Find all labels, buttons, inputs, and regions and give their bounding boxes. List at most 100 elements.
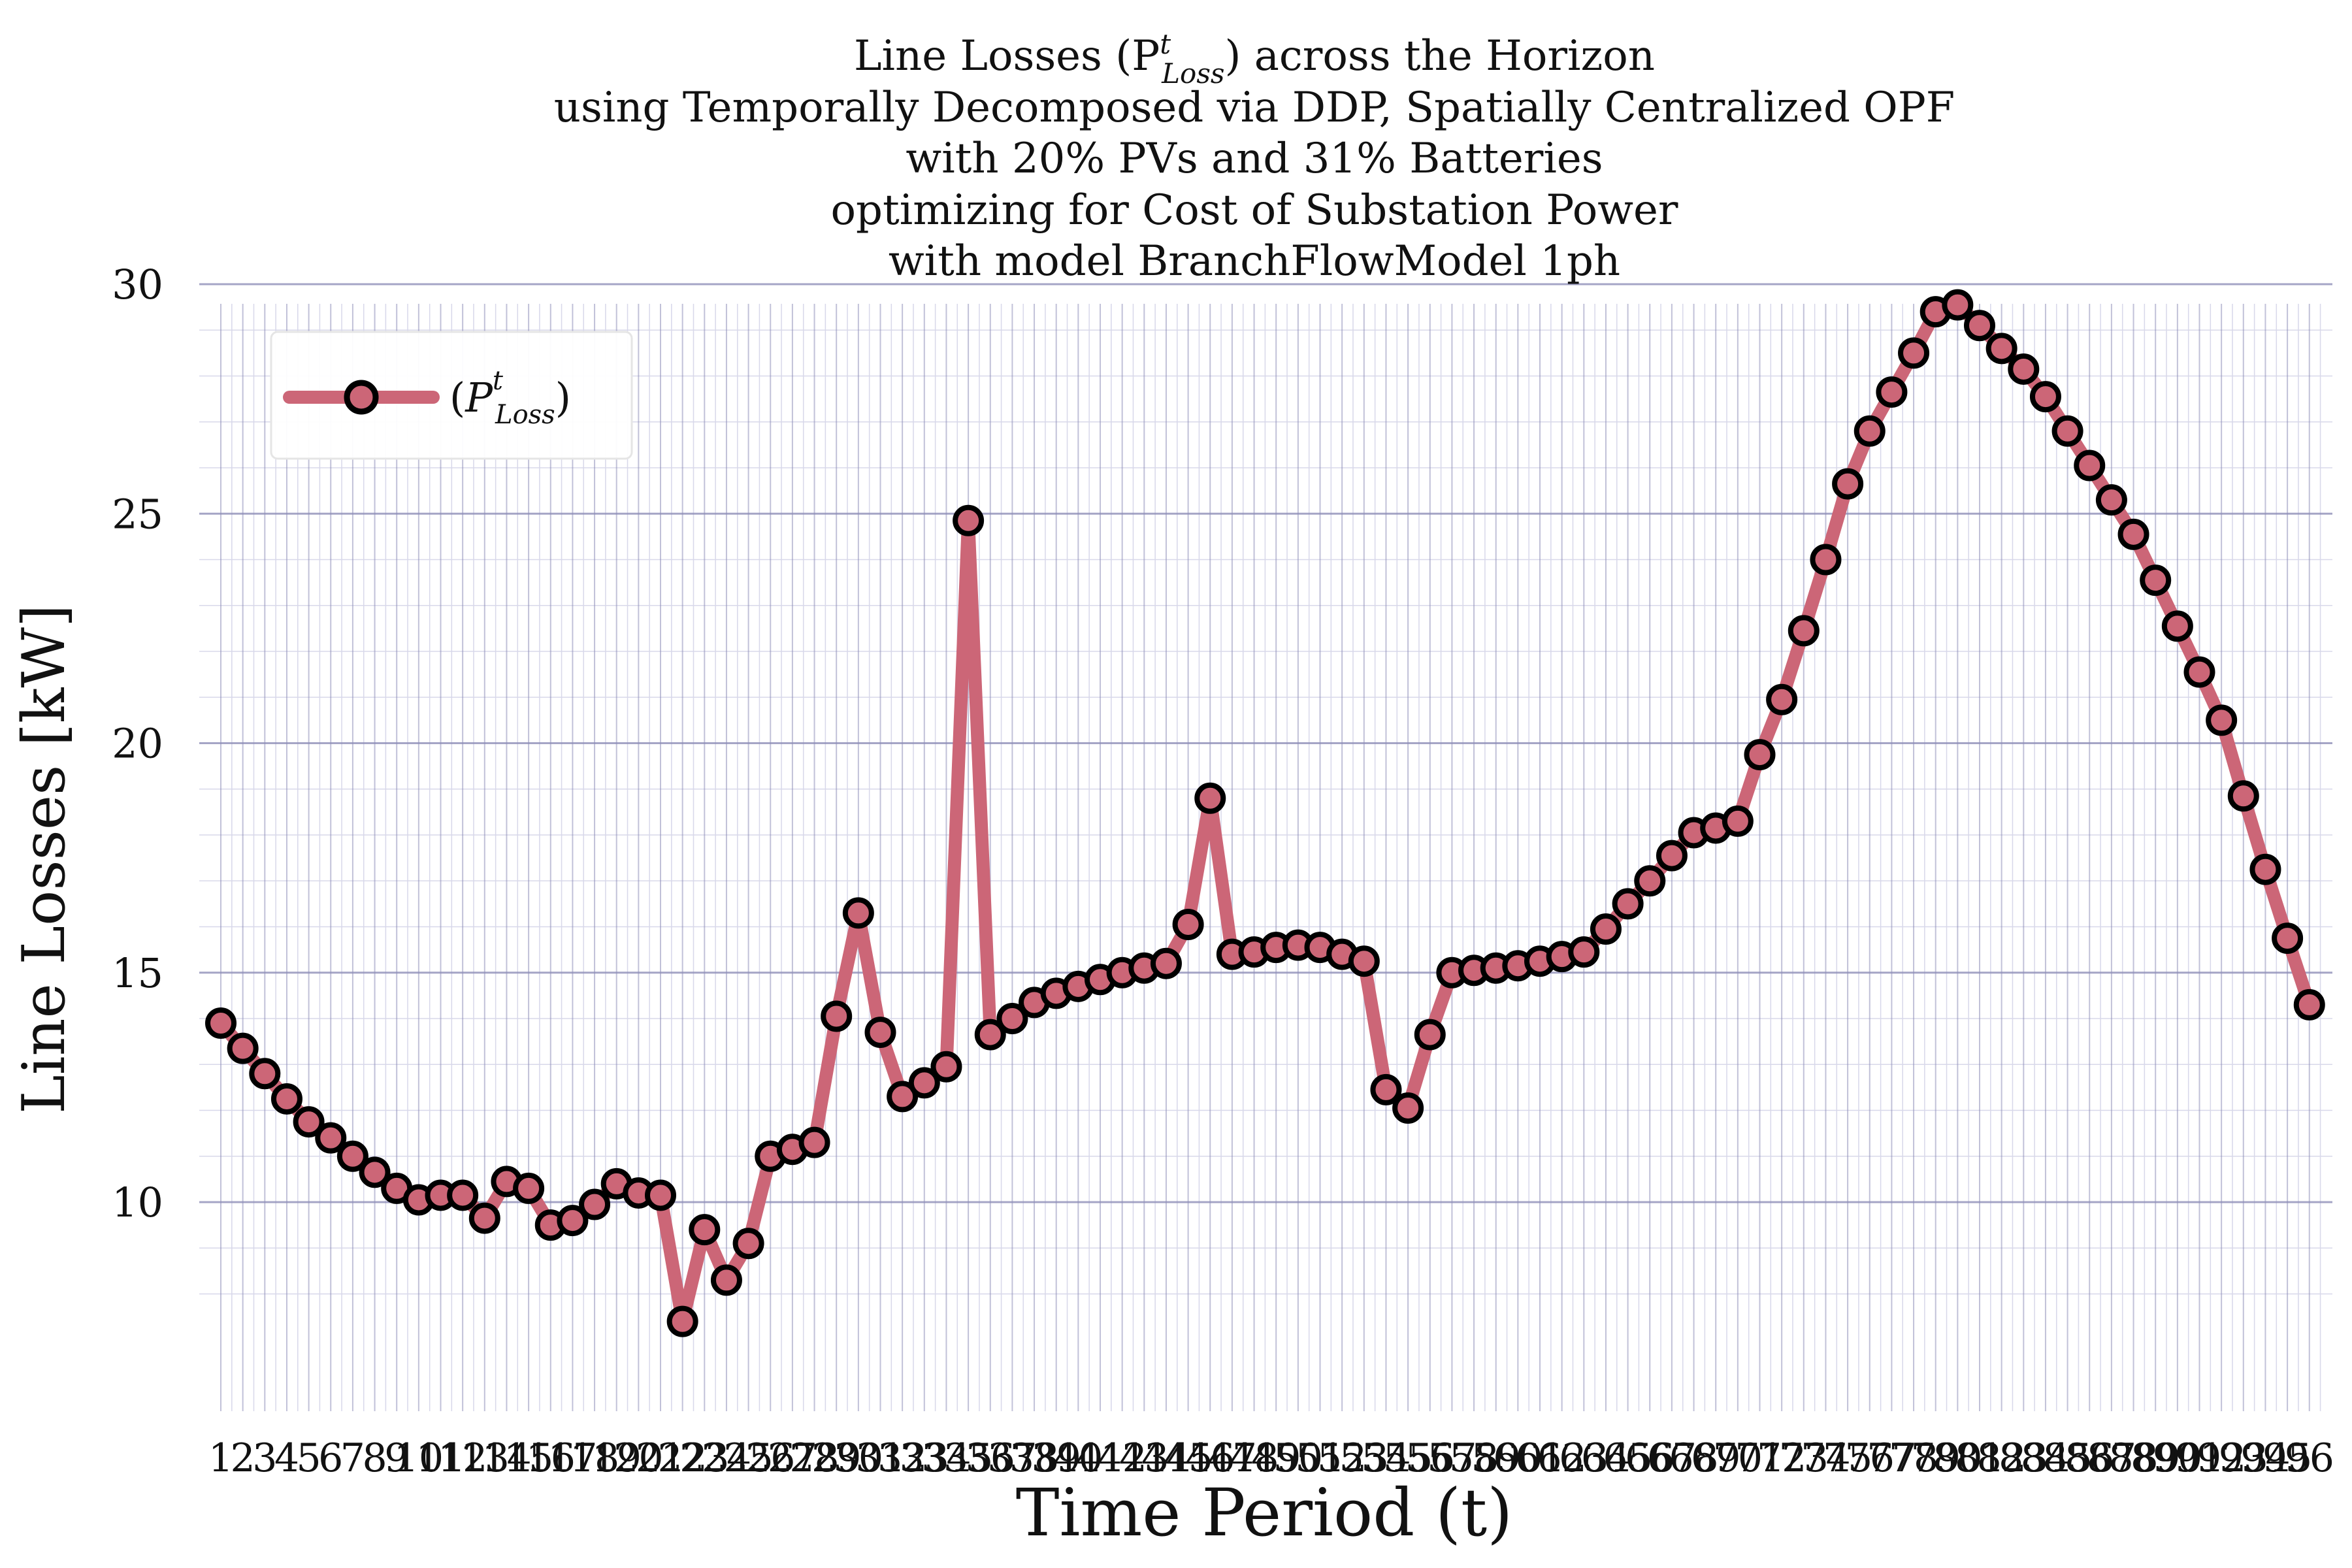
x-tick-label: 86 [2065, 1435, 2114, 1481]
data-point [953, 504, 985, 536]
data-point [2183, 656, 2215, 688]
x-tick-label: 45 [1163, 1435, 1213, 1481]
data-point [1722, 805, 1754, 837]
x-tick-label: 93 [2219, 1435, 2268, 1481]
x-tick-label: 47 [1207, 1435, 1257, 1481]
y-tick-label: 25 [112, 490, 163, 538]
x-tick-label: 90 [2153, 1435, 2202, 1481]
x-tick-label: 17 [547, 1435, 597, 1481]
x-tick-label: 48 [1229, 1435, 1279, 1481]
x-tick-label: 66 [1625, 1435, 1674, 1481]
x-tick-label: 43 [1119, 1435, 1169, 1481]
data-point [821, 1000, 853, 1032]
x-tick-label: 87 [2087, 1435, 2136, 1481]
x-tick-label: 61 [1515, 1435, 1565, 1481]
x-tick-label: 11 [416, 1435, 465, 1481]
x-tick-label: 55 [1383, 1435, 1433, 1481]
x-tick-label: 51 [1295, 1435, 1345, 1481]
data-point [930, 1051, 962, 1083]
x-tick-label: 64 [1581, 1435, 1631, 1481]
y-tick-label: 20 [112, 720, 163, 768]
x-tick-label: 81 [1955, 1435, 2004, 1481]
x-tick-label: 91 [2174, 1435, 2224, 1481]
data-point [2117, 518, 2149, 550]
x-tick-label: 41 [1075, 1435, 1125, 1481]
chart-title-line-2: using Temporally Decomposed via DDP, Spa… [554, 84, 1955, 132]
chart-title-line-4: optimizing for Cost of Substation Power [831, 186, 1678, 235]
data-point [2249, 853, 2281, 885]
minor-grid [199, 304, 2332, 1411]
x-tick-label: 75 [1823, 1435, 1872, 1481]
x-tick-label: 38 [1009, 1435, 1059, 1481]
data-point [1370, 1073, 1402, 1105]
x-tick-label: 84 [2021, 1435, 2070, 1481]
data-point [1612, 888, 1644, 920]
data-point [2095, 484, 2127, 516]
x-tick-label: 52 [1317, 1435, 1367, 1481]
x-tick-label: 60 [1493, 1435, 1543, 1481]
x-tick-label: 4 [274, 1435, 299, 1481]
data-point [1766, 683, 1798, 715]
data-point [468, 1202, 500, 1234]
x-tick-label: 92 [2197, 1435, 2246, 1481]
data-point [2140, 564, 2172, 596]
data-point [2008, 353, 2040, 385]
x-tick-label: 68 [1669, 1435, 1718, 1481]
x-tick-label: 46 [1185, 1435, 1235, 1481]
x-tick-label: 10 [394, 1435, 444, 1481]
x-tick-label: 13 [460, 1435, 510, 1481]
data-point [1656, 840, 1688, 872]
data-point [1832, 468, 1864, 500]
x-axis: 1234567891011121314151617181920212223242… [208, 1435, 2334, 1481]
data-point [974, 1019, 1006, 1051]
data-point [1854, 415, 1886, 447]
x-tick-label: 32 [877, 1435, 927, 1481]
x-tick-label: 14 [482, 1435, 531, 1481]
x-tick-label: 37 [987, 1435, 1037, 1481]
data-point [249, 1058, 281, 1090]
x-tick-label: 20 [613, 1435, 663, 1481]
x-tick-label: 33 [900, 1435, 949, 1481]
x-tick-label: 36 [966, 1435, 1015, 1481]
major-grid [199, 283, 2332, 1411]
x-tick-label: 79 [1911, 1435, 1961, 1481]
y-axis-label: Line Losses [kW] [10, 604, 78, 1114]
x-tick-label: 49 [1251, 1435, 1301, 1481]
x-tick-label: 50 [1273, 1435, 1323, 1481]
data-point [227, 1032, 259, 1064]
x-tick-label: 3 [252, 1435, 277, 1481]
x-tick-label: 94 [2240, 1435, 2290, 1481]
data-point [1876, 376, 1908, 408]
x-tick-label: 42 [1097, 1435, 1147, 1481]
data-point [1348, 945, 1380, 977]
data-point [1414, 1019, 1446, 1051]
data-point [315, 1122, 347, 1154]
data-point [1942, 289, 1974, 321]
x-tick-label: 67 [1647, 1435, 1697, 1481]
x-tick-label: 54 [1361, 1435, 1411, 1481]
data-point [1634, 865, 1666, 897]
x-tick-label: 8 [362, 1435, 387, 1481]
x-tick-label: 59 [1471, 1435, 1521, 1481]
x-tick-label: 18 [570, 1435, 619, 1481]
x-tick-label: 12 [438, 1435, 487, 1481]
data-point [1392, 1092, 1424, 1124]
x-tick-label: 70 [1713, 1435, 1763, 1481]
x-tick-label: 24 [702, 1435, 751, 1481]
x-tick-label: 95 [2262, 1435, 2312, 1481]
data-point [887, 1081, 919, 1113]
data-point [1964, 310, 1995, 342]
data-point [798, 1126, 830, 1158]
legend-box [270, 331, 633, 460]
data-point [2293, 988, 2325, 1021]
data-point [1172, 908, 1204, 940]
legend-label: (Pt Loss) [449, 366, 571, 430]
data-point [2206, 704, 2238, 736]
series-line-loss [205, 289, 2325, 1337]
x-tick-label: 63 [1559, 1435, 1609, 1481]
x-tick-label: 89 [2131, 1435, 2180, 1481]
x-tick-label: 40 [1053, 1435, 1103, 1481]
x-tick-label: 5 [297, 1435, 321, 1481]
chart-title-line-3: with 20% PVs and 31% Batteries [906, 135, 1603, 183]
data-point [579, 1188, 611, 1220]
